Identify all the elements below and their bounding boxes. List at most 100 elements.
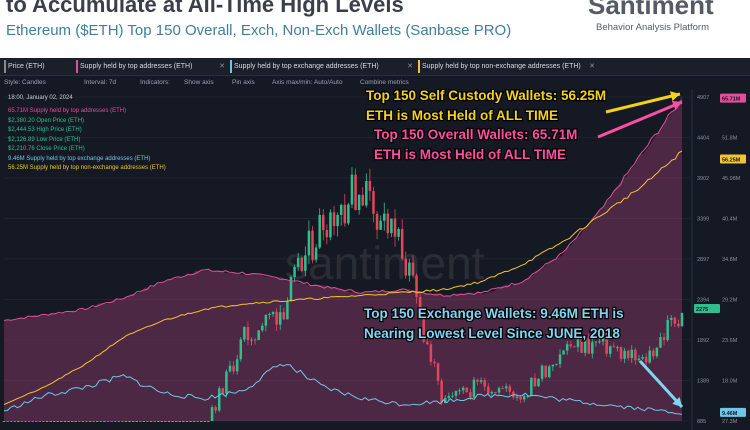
close-icon[interactable]: ✕ xyxy=(407,63,413,70)
price-candle xyxy=(31,421,34,422)
close-icon[interactable]: ✕ xyxy=(219,63,225,70)
svg-text:Top 150 Exchange Wallets: 9.46: Top 150 Exchange Wallets: 9.46M ETH is xyxy=(364,306,624,321)
tab-label: Supply held by top non-exchange addresse… xyxy=(422,63,581,70)
price-candle xyxy=(185,421,189,422)
axis-range-selector[interactable]: Axis max/min: Auto/Auto xyxy=(272,79,343,86)
price-candle xyxy=(314,244,318,263)
legend-row: $2,380.20 Open Price (ETH) xyxy=(8,117,85,124)
price-candle xyxy=(6,421,9,422)
chart-area[interactable]: santiment 4907 4404 3902 3399 2897 2394 1892 13… xyxy=(0,89,750,430)
price-candle xyxy=(268,312,271,320)
price-candle xyxy=(339,203,343,226)
svg-text:9.46M: 9.46M xyxy=(722,411,738,417)
price-candle xyxy=(404,251,408,279)
svg-text:ETH is Most Held of ALL TIME: ETH is Most Held of ALL TIME xyxy=(374,147,566,162)
price-candle xyxy=(573,345,576,348)
price-candle xyxy=(232,360,235,375)
price-candle xyxy=(677,319,680,328)
line-supply-exchange xyxy=(3,363,683,415)
supply-tick-label: 27.3M xyxy=(722,419,738,425)
price-candle xyxy=(415,273,418,304)
price-candle xyxy=(52,421,56,422)
price-candle xyxy=(142,421,146,422)
price-candle xyxy=(74,421,77,422)
price-candle xyxy=(131,421,135,422)
price-candle xyxy=(476,378,479,386)
price-candle xyxy=(167,421,171,422)
price-tick-label: 1389 xyxy=(697,378,709,384)
price-candle xyxy=(278,305,282,331)
price-candle xyxy=(99,421,103,422)
price-candle xyxy=(110,421,113,422)
price-candle xyxy=(504,383,508,392)
price-candle xyxy=(440,378,443,406)
price-candle xyxy=(282,307,286,320)
price-candle xyxy=(361,187,364,207)
supply-tick-label: 40.4M xyxy=(722,217,738,223)
price-candle xyxy=(669,315,673,327)
combine-metrics-toggle[interactable]: Combine metrics xyxy=(360,79,409,86)
price-candle xyxy=(214,405,217,414)
pin-axis-toggle[interactable]: Pin axis xyxy=(232,79,255,86)
badge-supply-top: 65.71M xyxy=(720,93,746,103)
page-title: to Accumulate at All-Time High Levels xyxy=(6,0,404,17)
price-tick-label: 885 xyxy=(697,419,706,425)
price-candle xyxy=(487,383,490,396)
price-tick-label: 1892 xyxy=(697,338,709,344)
price-candle xyxy=(458,388,461,395)
tab-supply-exchange[interactable]: Supply held by top exchange addresses (E… xyxy=(230,60,416,73)
price-candle xyxy=(96,421,99,422)
tab-price[interactable]: Price (ETH) xyxy=(4,60,72,73)
brand-tagline: Behavior Analysis Platform xyxy=(596,22,709,33)
price-candle xyxy=(275,308,278,331)
svg-text:Nearing Lowest Level Since JUN: Nearing Lowest Level Since JUNE, 2018 xyxy=(364,326,620,341)
legend-row: $2,210.76 Close Price (ETH) xyxy=(8,146,85,152)
svg-text:65.71M: 65.71M xyxy=(722,97,741,103)
legend-row: 65.71M Supply held by top addresses (ETH… xyxy=(8,108,127,114)
price-candle xyxy=(217,386,221,413)
price-candle xyxy=(411,255,415,278)
price-candle xyxy=(587,333,590,354)
price-candle xyxy=(300,256,303,273)
price-candle xyxy=(160,421,164,422)
price-candle xyxy=(235,354,239,375)
price-candle xyxy=(210,404,214,421)
price-candle xyxy=(70,421,74,422)
annotation-exchange: Top 150 Exchange Wallets: 9.46M ETH is Ne… xyxy=(363,305,625,343)
price-candle xyxy=(329,209,332,241)
price-candle xyxy=(304,246,307,277)
price-candle xyxy=(239,337,243,362)
price-candle xyxy=(451,392,454,398)
metrics-toolbar: Price (ETH) Supply held by top addresses… xyxy=(0,58,750,76)
price-candle xyxy=(332,206,336,236)
price-candle xyxy=(139,421,142,422)
close-icon[interactable]: ✕ xyxy=(589,63,595,70)
price-candle xyxy=(390,218,393,238)
tab-supply-non-exchange[interactable]: Supply held by top non-exchange addresse… xyxy=(418,60,598,73)
price-candle xyxy=(203,421,207,422)
indicators-button[interactable]: Indicators: xyxy=(140,79,170,86)
tab-supply-top[interactable]: Supply held by top addresses (ETH) ✕ xyxy=(76,60,228,73)
price-candle xyxy=(246,321,250,346)
price-candle xyxy=(652,348,655,360)
svg-text:ETH is Most Held of ALL TIME: ETH is Most Held of ALL TIME xyxy=(366,108,558,123)
price-candle xyxy=(178,421,182,422)
interval-selector[interactable]: Interval: 7d xyxy=(84,79,117,86)
show-axis-toggle[interactable]: Show axis xyxy=(184,79,214,86)
price-candle xyxy=(17,421,20,422)
price-candle xyxy=(637,354,641,362)
price-candle xyxy=(24,421,27,422)
price-candle xyxy=(347,202,350,226)
price-candle xyxy=(149,421,153,422)
price-candle xyxy=(626,349,630,361)
price-candle xyxy=(591,338,594,359)
price-candle xyxy=(465,387,469,393)
price-candle xyxy=(605,328,608,357)
price-candle xyxy=(200,421,203,422)
price-candle xyxy=(601,331,605,346)
chart-svg: santiment 4907 4404 3902 3399 2897 2394 1892 13… xyxy=(0,89,750,430)
svg-text:Top 150 Self Custody Wallets:: Top 150 Self Custody Wallets: 56.25M xyxy=(366,89,606,103)
price-candle xyxy=(228,360,232,373)
style-selector[interactable]: Style: Candles xyxy=(4,79,46,86)
arrow-self-custody xyxy=(605,91,681,114)
